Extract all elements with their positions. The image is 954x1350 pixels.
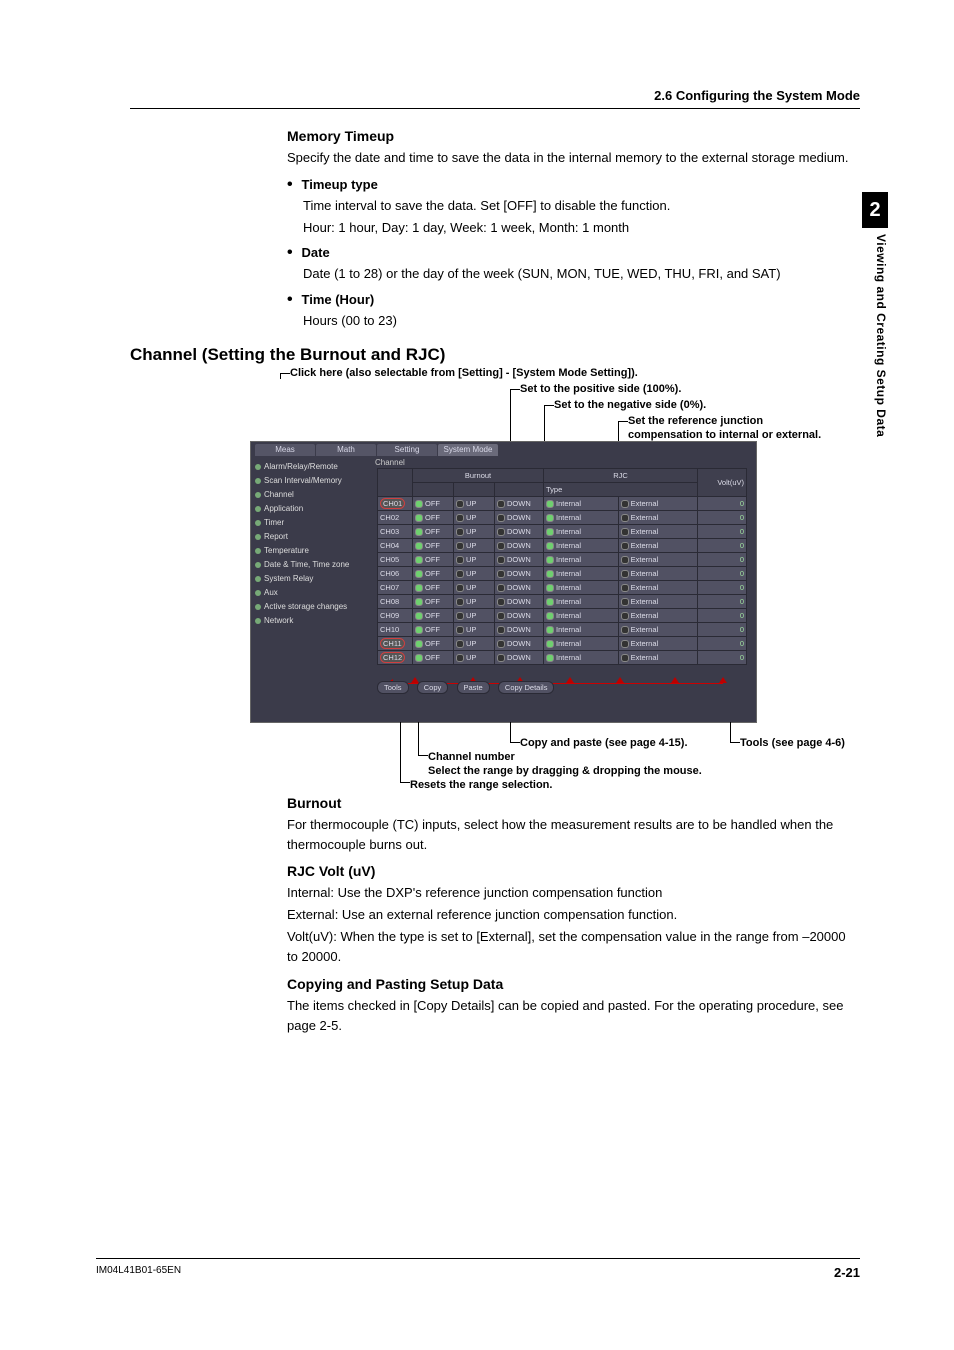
sidebar-label: Application	[264, 504, 303, 513]
sidebar-label: Active storage changes	[264, 602, 347, 611]
sidebar-item[interactable]: Network	[255, 614, 369, 628]
sidebar-item[interactable]: Timer	[255, 516, 369, 530]
callout-tools: Tools (see page 4-6)	[740, 737, 845, 749]
bullet-title: Timeup type	[302, 177, 378, 192]
tab-setting[interactable]: Setting	[377, 444, 437, 456]
channel-row[interactable]: CH02OFFUPDOWNInternalExternal0	[378, 510, 747, 524]
sidebar-item[interactable]: Temperature	[255, 544, 369, 558]
rjc-volt: Volt(uV): When the type is set to [Exter…	[287, 927, 860, 967]
callout-copypaste: Copy and paste (see page 4-15).	[520, 737, 688, 749]
callout-range: Select the range by dragging & dropping …	[428, 765, 702, 777]
channel-row[interactable]: CH04OFFUPDOWNInternalExternal0	[378, 538, 747, 552]
bullet-icon	[255, 576, 261, 582]
bullet-icon	[255, 506, 261, 512]
channel-row[interactable]: CH07OFFUPDOWNInternalExternal0	[378, 580, 747, 594]
copy-btn[interactable]: Copy	[417, 681, 449, 694]
callout-top2: Set to the positive side (100%).	[520, 383, 681, 395]
copy-details-btn[interactable]: Copy Details	[498, 681, 555, 694]
rjc-heading: RJC Volt (uV)	[287, 863, 860, 879]
sidebar-label: Timer	[264, 518, 284, 527]
paste-btn[interactable]: Paste	[457, 681, 490, 694]
bullet-icon	[255, 590, 261, 596]
callout-top3: Set to the negative side (0%).	[554, 399, 706, 411]
sidebar-label: System Relay	[264, 574, 313, 583]
sidebar-label: Report	[264, 532, 288, 541]
bullet-icon	[255, 464, 261, 470]
burnout-para: For thermocouple (TC) inputs, select how…	[287, 815, 860, 855]
header-rule	[130, 108, 860, 109]
bullet-icon	[255, 520, 261, 526]
rjc-external: External: Use an external reference junc…	[287, 905, 860, 925]
sidebar-label: Channel	[264, 490, 294, 499]
sidebar-item[interactable]: Aux	[255, 586, 369, 600]
page-number: 2-21	[834, 1265, 860, 1280]
channel-row[interactable]: CH12OFFUPDOWNInternalExternal0	[378, 650, 747, 664]
callout-chnum: Channel number	[428, 751, 515, 763]
bullet-body: Hour: 1 hour, Day: 1 day, Week: 1 week, …	[303, 218, 860, 238]
callout-top4: Set the reference junction	[628, 415, 763, 427]
callout-reset: Resets the range selection.	[410, 779, 552, 791]
bullet-icon	[255, 534, 261, 540]
bullet-title: Time (Hour)	[302, 292, 375, 307]
sidebar-item[interactable]: Alarm/Relay/Remote	[255, 460, 369, 474]
channel-row[interactable]: CH03OFFUPDOWNInternalExternal0	[378, 524, 747, 538]
figure: Click here (also selectable from [Settin…	[250, 367, 855, 787]
sidebar-item[interactable]: Active storage changes	[255, 600, 369, 614]
sidebar-item[interactable]: Scan Interval/Memory	[255, 474, 369, 488]
copypaste-para: The items checked in [Copy Details] can …	[287, 996, 860, 1036]
bullet-icon	[255, 562, 261, 568]
section-header: 2.6 Configuring the System Mode	[654, 88, 860, 103]
chapter-tab: 2	[862, 192, 888, 228]
burnout-heading: Burnout	[287, 795, 860, 811]
memory-timeup-para: Specify the date and time to save the da…	[287, 148, 860, 168]
channel-row[interactable]: CH06OFFUPDOWNInternalExternal0	[378, 566, 747, 580]
panel-label: Channel	[375, 458, 405, 467]
channel-table: BurnoutRJCVolt(uV)TypeCH01OFFUPDOWNInter…	[377, 468, 747, 665]
bullet-icon	[255, 492, 261, 498]
channel-heading: Channel (Setting the Burnout and RJC)	[130, 345, 860, 365]
channel-row[interactable]: CH08OFFUPDOWNInternalExternal0	[378, 594, 747, 608]
bullet-body: Time interval to save the data. Set [OFF…	[303, 196, 860, 216]
tools-btn[interactable]: Tools	[377, 681, 409, 694]
sidebar-label: Date & Time, Time zone	[264, 560, 349, 569]
channel-row[interactable]: CH01OFFUPDOWNInternalExternal0	[378, 496, 747, 510]
channel-row[interactable]: CH11OFFUPDOWNInternalExternal0	[378, 636, 747, 650]
sidebar-label: Aux	[264, 588, 278, 597]
rjc-internal: Internal: Use the DXP's reference juncti…	[287, 883, 860, 903]
bullet-icon	[255, 618, 261, 624]
chapter-vertical-title: Viewing and Creating Setup Data	[874, 234, 888, 437]
doc-id: IM04L41B01-65EN	[96, 1265, 181, 1276]
sidebar-label: Alarm/Relay/Remote	[264, 462, 338, 471]
sidebar-label: Temperature	[264, 546, 309, 555]
bullet-icon	[255, 548, 261, 554]
bullet-icon	[255, 604, 261, 610]
bullet-icon	[255, 478, 261, 484]
callout-top4b: compensation to internal or external.	[628, 429, 821, 441]
callout-top1: Click here (also selectable from [Settin…	[290, 367, 638, 379]
sidebar: Alarm/Relay/Remote Scan Interval/Memory Ch…	[251, 458, 373, 723]
sidebar-item[interactable]: Application	[255, 502, 369, 516]
sidebar-item[interactable]: Date & Time, Time zone	[255, 558, 369, 572]
channel-row[interactable]: CH10OFFUPDOWNInternalExternal0	[378, 622, 747, 636]
bullet-title: Date	[302, 245, 330, 260]
sidebar-label: Scan Interval/Memory	[264, 476, 342, 485]
tab-system-mode[interactable]: System Mode	[438, 444, 498, 456]
screenshot: MeasMathSettingSystem Mode Alarm/Relay/R…	[250, 441, 757, 723]
memory-timeup-heading: Memory Timeup	[287, 128, 860, 144]
sidebar-item[interactable]: System Relay	[255, 572, 369, 586]
bullet-body: Hours (00 to 23)	[303, 311, 860, 331]
bullet-body: Date (1 to 28) or the day of the week (S…	[303, 264, 860, 284]
tab-math[interactable]: Math	[316, 444, 376, 456]
channel-row[interactable]: CH05OFFUPDOWNInternalExternal0	[378, 552, 747, 566]
channel-row[interactable]: CH09OFFUPDOWNInternalExternal0	[378, 608, 747, 622]
sidebar-label: Network	[264, 616, 293, 625]
panel: Channel BurnoutRJCVolt(uV)TypeCH01OFFUPD…	[371, 458, 755, 720]
footer: IM04L41B01-65EN 2-21	[96, 1258, 860, 1280]
sidebar-item[interactable]: Channel	[255, 488, 369, 502]
tab-meas[interactable]: Meas	[255, 444, 315, 456]
sidebar-item[interactable]: Report	[255, 530, 369, 544]
copypaste-heading: Copying and Pasting Setup Data	[287, 976, 860, 992]
